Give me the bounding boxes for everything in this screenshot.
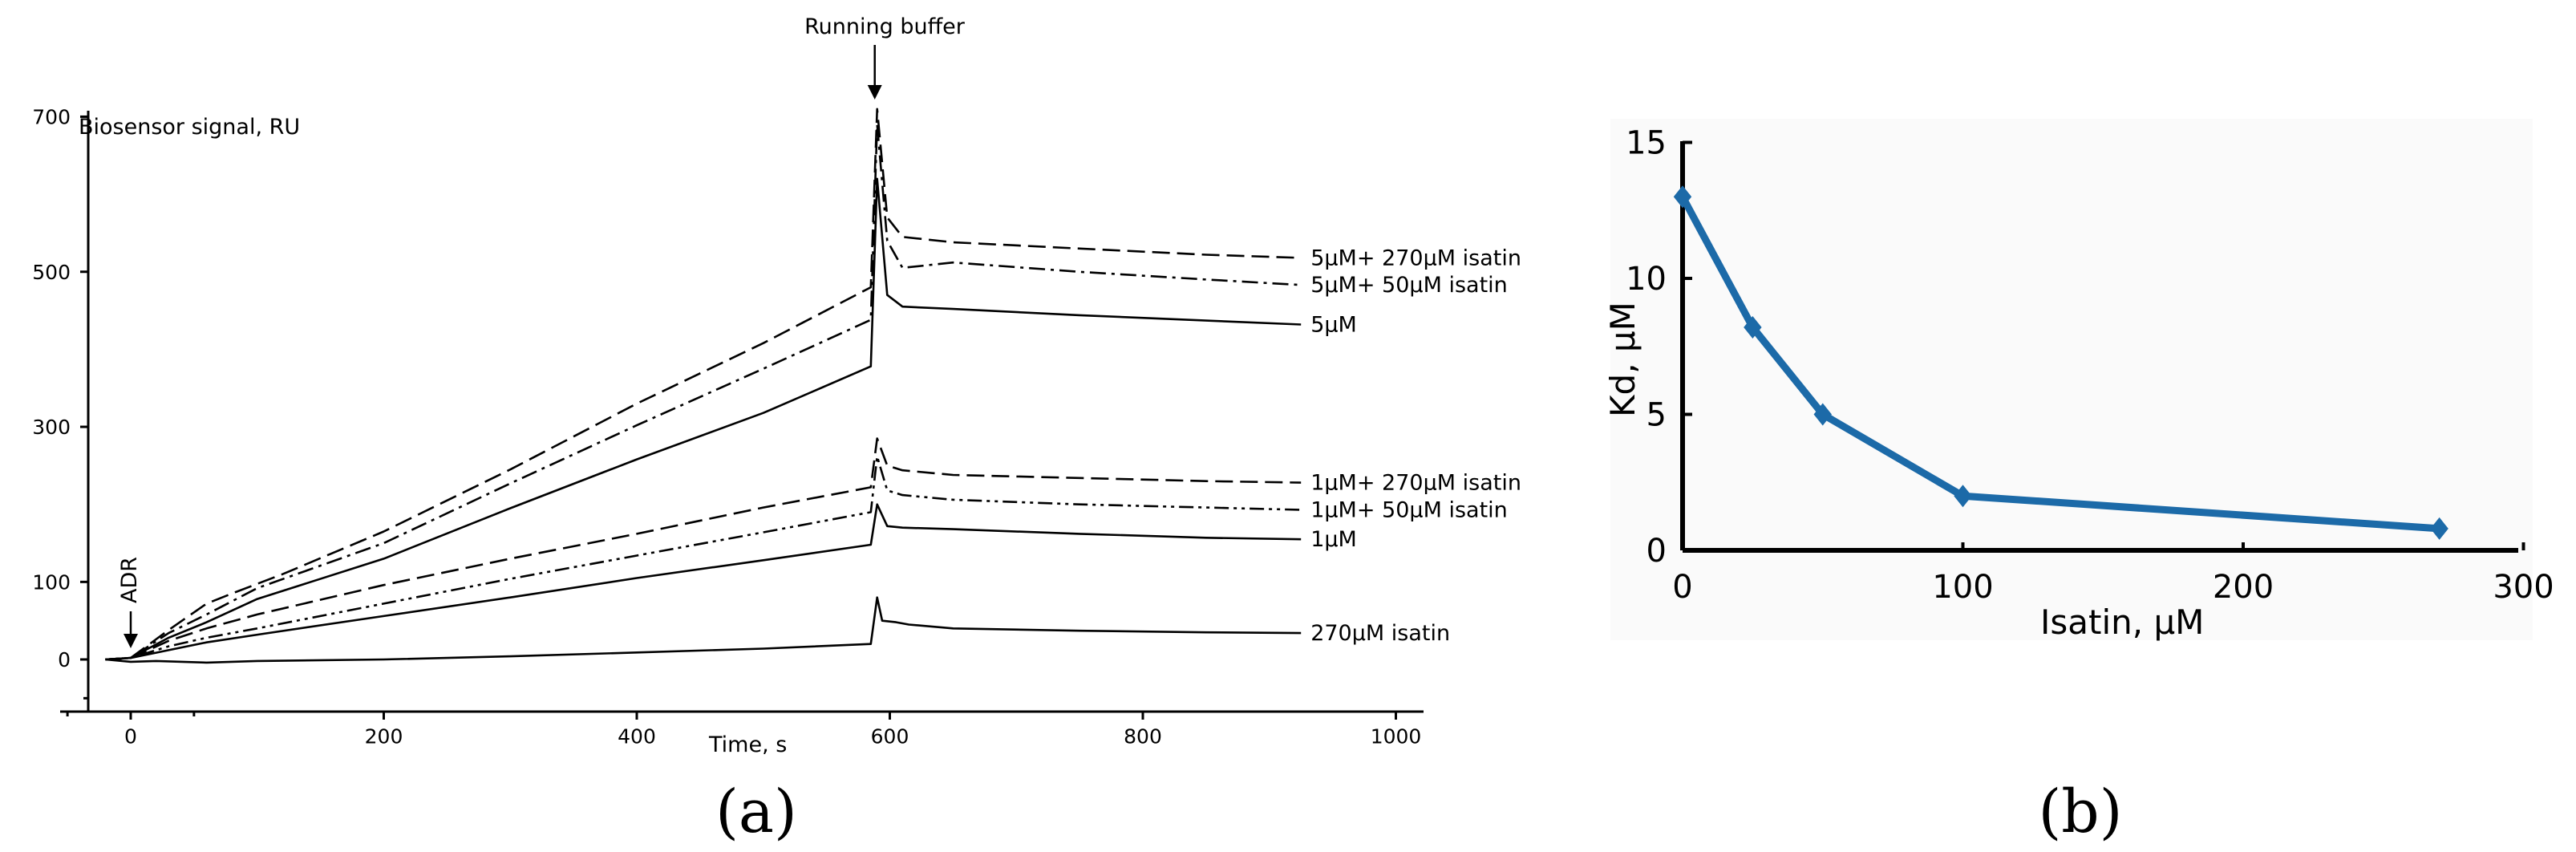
b-series-group — [1673, 185, 2448, 540]
a-series-label: 1μM+ 50μM isatin — [1310, 497, 1508, 522]
b-data-point — [1813, 403, 1832, 426]
a-x-tick-label: 400 — [618, 724, 656, 748]
a-series-label: 5μM+ 270μM isatin — [1310, 245, 1521, 270]
adr-annotation: ADR — [117, 557, 142, 648]
a-series-label: 1μM+ 270μM isatin — [1310, 471, 1521, 496]
b-y-tick-label: 5 — [1646, 397, 1667, 434]
b-y-axis-label: Kd, μM — [1603, 302, 1642, 417]
b-y-tick-label: 10 — [1626, 261, 1667, 298]
a-y-tick-label: 500 — [32, 261, 71, 284]
b-x-tick-label: 0 — [1672, 569, 1692, 606]
b-data-point — [1954, 485, 1972, 508]
a-y-tick-label: 100 — [32, 570, 71, 594]
b-y-ticks: 0 5 10 15 — [1626, 125, 1692, 570]
a-series-line — [105, 108, 1302, 661]
b-plot-background — [1610, 119, 2533, 640]
a-y-tick-label: 0 — [58, 648, 71, 671]
a-series-label: 5μM+ 50μM isatin — [1310, 273, 1508, 298]
a-series-line — [105, 177, 1302, 661]
panel-a-chart: Biosensor signal, RU Time, s 0 200 400 600 8… — [32, 14, 1521, 757]
running-buffer-arrow-head — [867, 85, 882, 99]
panel-b-chart: Kd, μM Isatin, μM 0 100 200 300 0 5 10 15 — [1603, 119, 2554, 642]
b-data-point — [1673, 185, 1692, 209]
a-series-line — [105, 503, 1302, 661]
a-series-line — [105, 123, 1302, 661]
a-series-label: 270μM isatin — [1310, 621, 1450, 646]
b-data-point — [2430, 517, 2448, 540]
a-series-group — [105, 108, 1302, 664]
b-y-tick-label: 15 — [1626, 125, 1667, 162]
a-x-tick-label: 600 — [871, 724, 909, 748]
a-y-tick-label: 300 — [32, 416, 71, 439]
a-series-line — [105, 437, 1302, 661]
b-x-tick-label: 100 — [1932, 569, 1993, 606]
b-x-tick-label: 300 — [2493, 569, 2554, 606]
b-x-tick-label: 200 — [2213, 569, 2274, 606]
a-x-tick-label: 1000 — [1371, 724, 1422, 748]
b-x-axis-label: Isatin, μM — [2040, 602, 2204, 642]
a-y-tick-label: 700 — [32, 105, 71, 128]
a-y-ticks: 0 100 300 500 700 — [32, 105, 88, 700]
adr-arrow-head — [124, 634, 138, 648]
a-x-tick-label: 200 — [365, 724, 403, 748]
a-series-line — [105, 455, 1302, 661]
adr-label: ADR — [117, 557, 142, 603]
a-x-tick-label: 800 — [1124, 724, 1162, 748]
a-y-axis-label: Biosensor signal, RU — [79, 115, 300, 140]
a-series-labels: 5μM+ 270μM isatin 5μM+ 50μM isatin 5μM 1μM+… — [1310, 245, 1521, 646]
running-buffer-label: Running buffer — [804, 14, 966, 39]
panel-label-b: (b) — [2038, 777, 2122, 846]
b-y-tick-label: 0 — [1646, 533, 1667, 570]
a-x-tick-label: 0 — [124, 724, 137, 748]
a-series-label: 5μM — [1310, 312, 1357, 337]
running-buffer-annotation: Running buffer — [804, 14, 966, 99]
a-series-line — [105, 596, 1302, 664]
panel-label-a: (a) — [715, 777, 797, 846]
a-x-axis-label: Time, s — [708, 732, 787, 757]
b-data-point — [1744, 316, 1762, 339]
a-x-ticks: 0 200 400 600 800 1000 — [66, 712, 1422, 748]
a-series-label: 1μM — [1310, 527, 1357, 552]
